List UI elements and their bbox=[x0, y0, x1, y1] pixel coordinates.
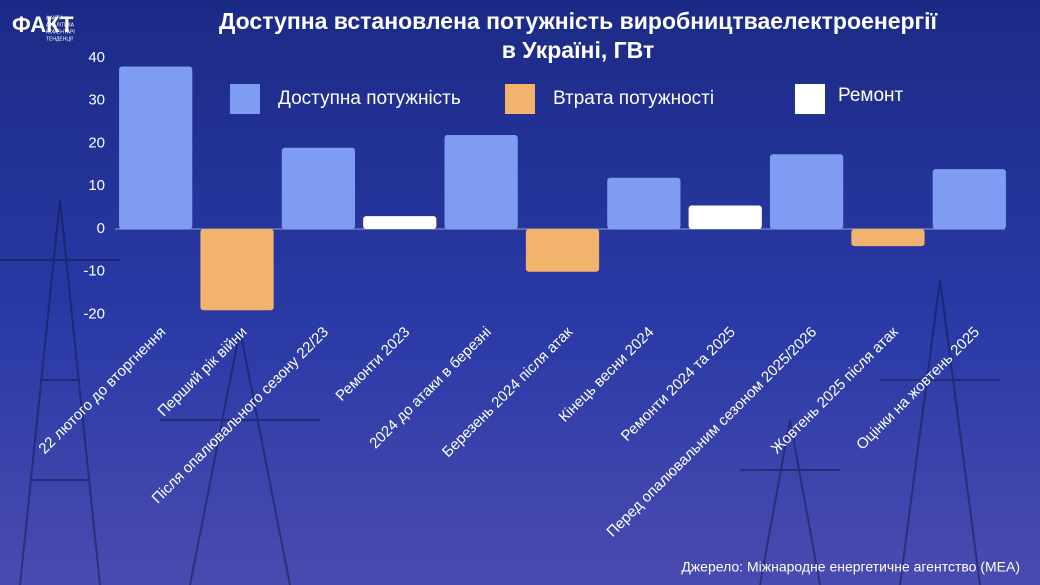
legend-swatch bbox=[795, 84, 825, 114]
y-tick-label: 20 bbox=[88, 134, 105, 151]
bar bbox=[119, 66, 193, 229]
bar bbox=[444, 134, 518, 229]
y-tick-label: 10 bbox=[88, 177, 105, 194]
source: Джерело: Міжнародне енергетичне агентств… bbox=[681, 559, 1020, 575]
chart-title: Доступна встановлена потужність виробниц… bbox=[219, 8, 938, 34]
logo-tagline: ТЕНДЕНЦІЇ bbox=[46, 35, 73, 42]
legend-swatch bbox=[505, 84, 535, 114]
bar bbox=[281, 147, 356, 229]
bar bbox=[607, 177, 681, 229]
legend-label: Доступна потужність bbox=[278, 88, 461, 109]
y-tick-label: 40 bbox=[88, 49, 105, 66]
legend-label: Ремонт bbox=[838, 85, 904, 106]
bar bbox=[932, 169, 1006, 229]
logo-tagline: ФАКТИ bbox=[46, 15, 63, 21]
y-tick-label: -20 bbox=[83, 305, 105, 322]
bar bbox=[851, 229, 925, 247]
logo-tagline: КОМЕНТАРІ bbox=[46, 29, 75, 35]
legend-label: Втрата потужності bbox=[553, 88, 714, 109]
y-tick-label: 30 bbox=[88, 92, 105, 109]
y-tick-label: 0 bbox=[97, 220, 105, 237]
pylon-decor bbox=[0, 199, 1000, 585]
bar bbox=[200, 229, 274, 311]
chart-title: в Україні, ГВт bbox=[502, 37, 654, 63]
legend-swatch bbox=[230, 84, 260, 114]
bar bbox=[688, 205, 762, 229]
logo-mark: ФАКТ bbox=[12, 12, 74, 37]
y-tick-label: -10 bbox=[83, 263, 105, 280]
bar bbox=[769, 154, 844, 229]
bar bbox=[525, 229, 600, 272]
logo-tagline: АНАЛІТИКА bbox=[46, 22, 75, 28]
bar bbox=[363, 216, 437, 229]
